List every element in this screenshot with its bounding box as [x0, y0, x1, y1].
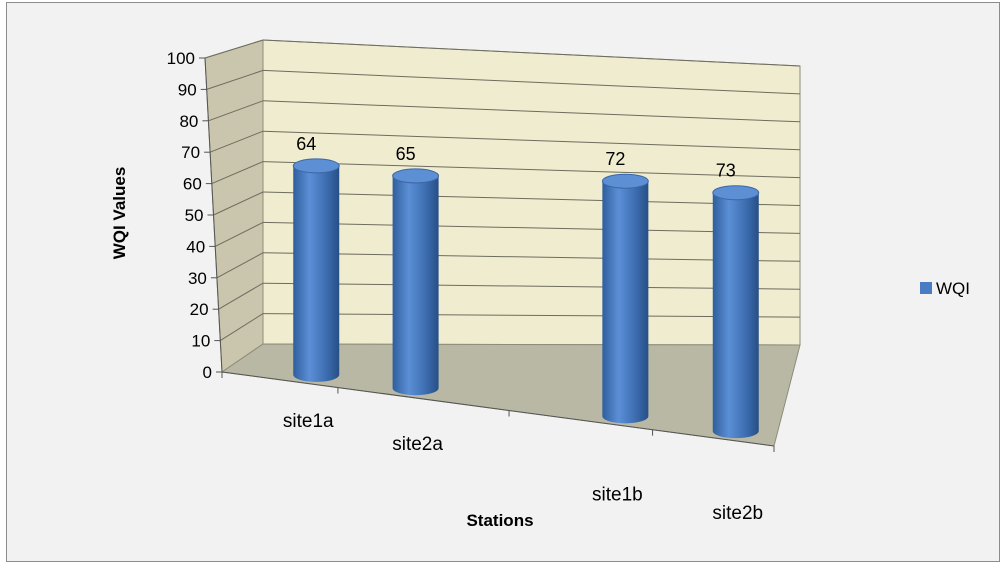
y-axis-ticks: 0 10 20 30 40 50 60 70 80 90 100	[167, 49, 223, 382]
bar-top	[392, 168, 440, 184]
x-axis-ticks: site1a site2a site1b site2b	[221, 371, 775, 524]
y-axis-line	[204, 57, 223, 373]
gridline	[262, 39, 801, 67]
gridline-side	[213, 191, 264, 216]
y-tick-label: 50	[185, 206, 204, 225]
gridline-side	[220, 313, 264, 342]
y-tick-label: 60	[183, 175, 202, 194]
y-tick-label: 20	[190, 300, 209, 319]
x-tick-label: site2b	[712, 503, 763, 524]
x-tick-label: site1b	[592, 484, 643, 505]
gridline-side	[218, 282, 264, 310]
bar-top	[712, 185, 760, 201]
bar-site1b	[601, 173, 649, 424]
y-tick-label: 70	[181, 143, 200, 162]
bar-top	[601, 173, 649, 189]
gridline	[262, 252, 801, 262]
gridline	[262, 69, 801, 95]
gridline-side	[209, 130, 264, 153]
data-label: 73	[716, 161, 736, 181]
gridline-side	[214, 221, 264, 247]
x-tick-label: site2a	[392, 434, 443, 455]
bar-body	[712, 192, 759, 439]
gridlines	[204, 39, 801, 342]
bar-site1a	[292, 158, 340, 382]
y-tick-label: 90	[178, 80, 197, 99]
gridline	[262, 100, 801, 123]
gridline-side	[206, 69, 264, 90]
bar-body	[392, 175, 439, 396]
y-tick-label: 0	[203, 363, 212, 382]
legend: WQI	[920, 279, 970, 298]
x-tick-label: site1a	[283, 411, 334, 432]
legend-label: WQI	[936, 279, 970, 298]
data-label: 72	[605, 149, 625, 169]
x-axis-title: Stations	[466, 511, 533, 530]
y-axis-title: WQI Values	[110, 167, 129, 260]
bar-series	[292, 158, 760, 439]
bar-body	[293, 165, 340, 382]
y-tick-label: 100	[167, 49, 195, 68]
gridline-side	[208, 100, 264, 122]
x-axis-line	[221, 371, 775, 447]
legend-swatch	[920, 282, 932, 294]
data-label: 64	[296, 134, 316, 154]
bar-site2b	[712, 185, 760, 439]
y-tick-label: 10	[191, 332, 210, 351]
bar-top	[292, 158, 340, 174]
gridline-side	[216, 252, 264, 279]
gridline	[262, 221, 801, 234]
data-labels: 64 65 72 73	[296, 134, 736, 181]
bar-site2a	[392, 168, 440, 396]
gridline	[262, 191, 801, 206]
gridline	[262, 313, 801, 318]
gridline-side	[211, 161, 264, 185]
gridline	[262, 282, 801, 290]
gridline	[262, 130, 801, 151]
y-tick-label: 30	[188, 269, 207, 288]
gridline-side	[204, 39, 264, 59]
y-tick-label: 40	[186, 237, 205, 256]
y-tick-label: 80	[179, 112, 198, 131]
data-label: 65	[396, 144, 416, 164]
bar-body	[602, 181, 649, 424]
gridline	[262, 161, 801, 179]
